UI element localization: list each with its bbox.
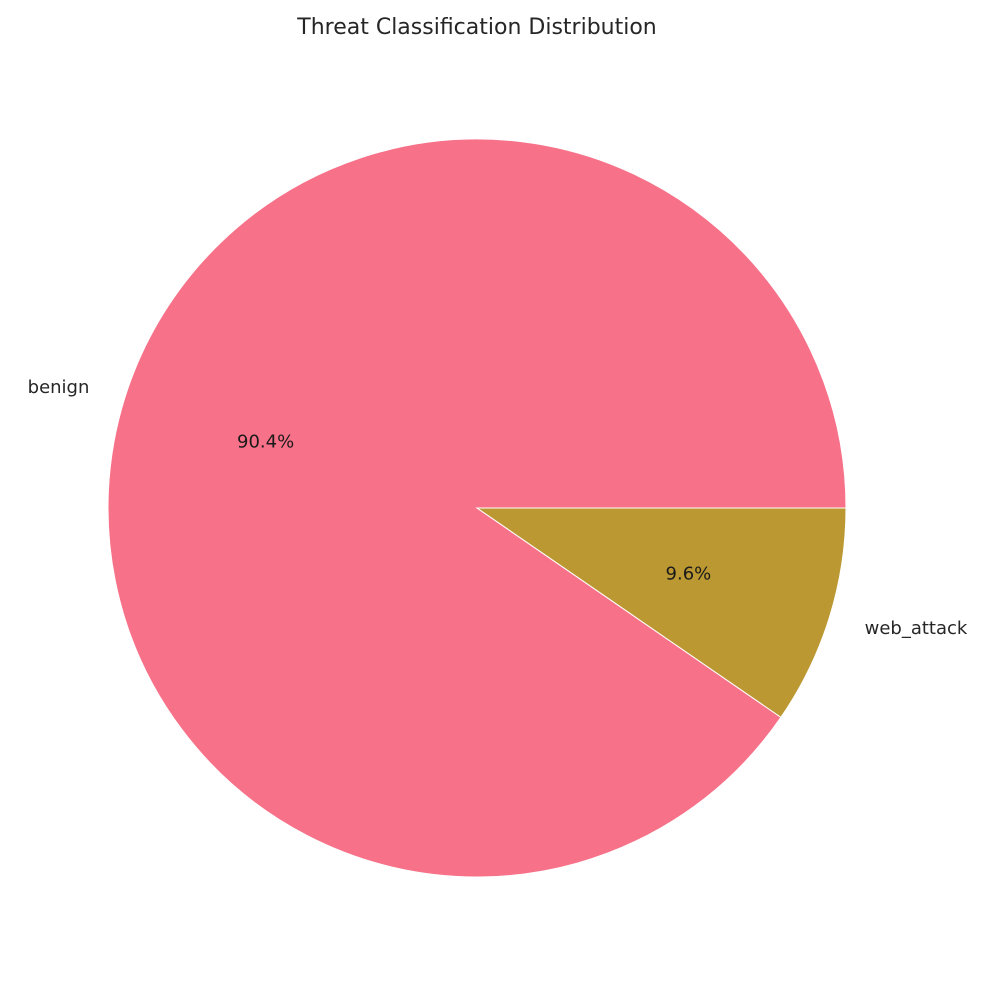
- slice-percent-web-attack: 9.6%: [666, 563, 712, 584]
- pie-slices: [107, 138, 847, 878]
- pie-slice-web-attack: [475, 507, 847, 719]
- pie-labels: benign 90.4% web_attack 9.6%: [28, 377, 968, 639]
- slice-label-benign: benign: [28, 377, 90, 398]
- slice-percent-benign: 90.4%: [237, 432, 294, 453]
- chart-title: Threat Classification Distribution: [296, 15, 657, 40]
- slice-label-web-attack: web_attack: [865, 618, 968, 639]
